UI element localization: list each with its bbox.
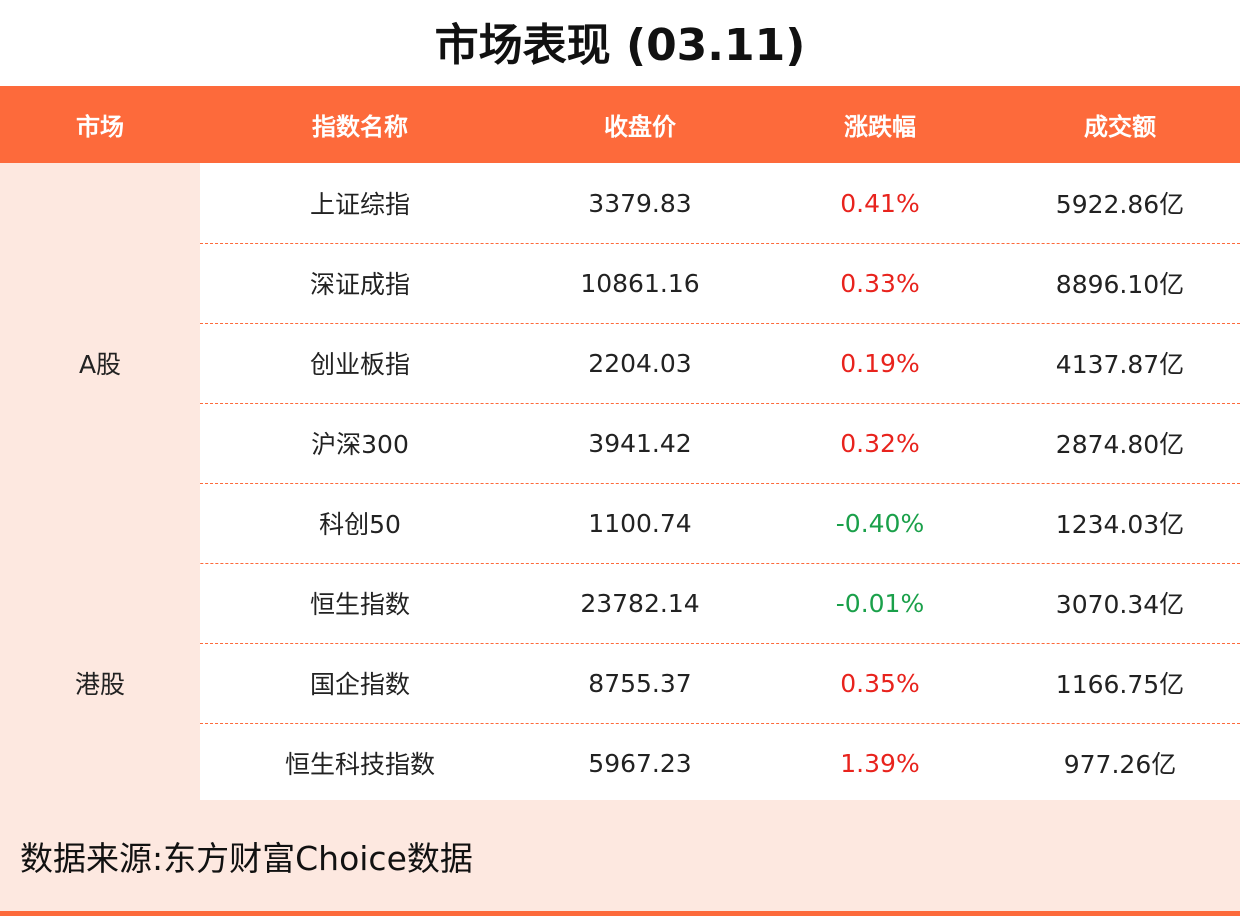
- cell-turnover: 4137.87亿: [1055, 350, 1185, 379]
- cell-close-price: 8755.37: [588, 668, 692, 698]
- cell-close-price: 23782.14: [580, 588, 700, 618]
- row-divider: [200, 483, 1240, 484]
- header-turnover: 成交额: [1084, 113, 1156, 141]
- row-divider: [200, 723, 1240, 724]
- table-row: 恒生科技指数 5967.23 1.39% 977.26亿: [0, 723, 1240, 803]
- cell-turnover: 8896.10亿: [1055, 270, 1185, 299]
- cell-change-pct: 0.41%: [840, 188, 920, 218]
- cell-index-name: 恒生科技指数: [284, 750, 435, 779]
- cell-index-name: 科创50: [319, 510, 401, 539]
- row-divider: [200, 243, 1240, 244]
- cell-turnover: 1166.75亿: [1055, 670, 1185, 699]
- cell-turnover: 5922.86亿: [1055, 190, 1185, 219]
- header-close: 收盘价: [604, 113, 676, 141]
- cell-turnover: 2874.80亿: [1055, 430, 1185, 459]
- table-row: 深证成指 10861.16 0.33% 8896.10亿: [0, 243, 1240, 323]
- cell-close-price: 3379.83: [588, 188, 692, 218]
- cell-change-pct: 0.19%: [840, 348, 920, 378]
- cell-change-pct: -0.01%: [835, 588, 925, 618]
- market-group: A股: [0, 163, 200, 563]
- cell-change-pct: 0.32%: [840, 428, 920, 458]
- cell-close-price: 2204.03: [588, 348, 692, 378]
- header-market: 市场: [76, 113, 124, 141]
- cell-index-name: 沪深300: [311, 430, 409, 459]
- header-change: 涨跌幅: [844, 113, 916, 141]
- cell-index-name: 国企指数: [309, 670, 410, 699]
- cell-index-name: 创业板指: [309, 350, 410, 379]
- market-group: 港股: [0, 563, 200, 803]
- cell-close-price: 3941.42: [588, 428, 692, 458]
- cell-index-name: 上证综指: [309, 190, 410, 219]
- table-row: 国企指数 8755.37 0.35% 1166.75亿: [0, 643, 1240, 723]
- cell-change-pct: 0.35%: [840, 668, 920, 698]
- cell-close-price: 5967.23: [588, 748, 692, 778]
- header-index-name: 指数名称: [312, 113, 408, 141]
- section-divider: [0, 563, 1240, 564]
- cell-index-name: 深证成指: [309, 270, 410, 299]
- cell-close-price: 10861.16: [580, 268, 700, 298]
- row-divider: [200, 643, 1240, 644]
- cell-change-pct: -0.40%: [835, 508, 925, 538]
- cell-change-pct: 0.33%: [840, 268, 920, 298]
- footer: [0, 800, 1240, 911]
- market-label: A股: [78, 350, 122, 379]
- table-row: 创业板指 2204.03 0.19% 4137.87亿: [0, 323, 1240, 403]
- cell-turnover: 977.26亿: [1063, 750, 1177, 779]
- data-source-note: 数据来源:东方财富Choice数据: [20, 838, 473, 878]
- footer-accent-bar: [0, 911, 1240, 916]
- table-row: 科创50 1100.74 -0.40% 1234.03亿: [0, 483, 1240, 563]
- page-title: 市场表现 (03.11): [434, 20, 806, 71]
- table-header: 市场 指数名称 收盘价 涨跌幅 成交额: [0, 86, 1240, 163]
- cell-turnover: 3070.34亿: [1055, 590, 1185, 619]
- table-row: 上证综指 3379.83 0.41% 5922.86亿: [0, 163, 1240, 243]
- market-label: 港股: [74, 670, 125, 699]
- cell-turnover: 1234.03亿: [1055, 510, 1185, 539]
- cell-close-price: 1100.74: [588, 508, 692, 538]
- row-divider: [200, 323, 1240, 324]
- cell-index-name: 恒生指数: [309, 590, 410, 619]
- table-row: 恒生指数 23782.14 -0.01% 3070.34亿: [0, 563, 1240, 643]
- cell-change-pct: 1.39%: [840, 748, 920, 778]
- table-row: 沪深300 3941.42 0.32% 2874.80亿: [0, 403, 1240, 483]
- row-divider: [200, 403, 1240, 404]
